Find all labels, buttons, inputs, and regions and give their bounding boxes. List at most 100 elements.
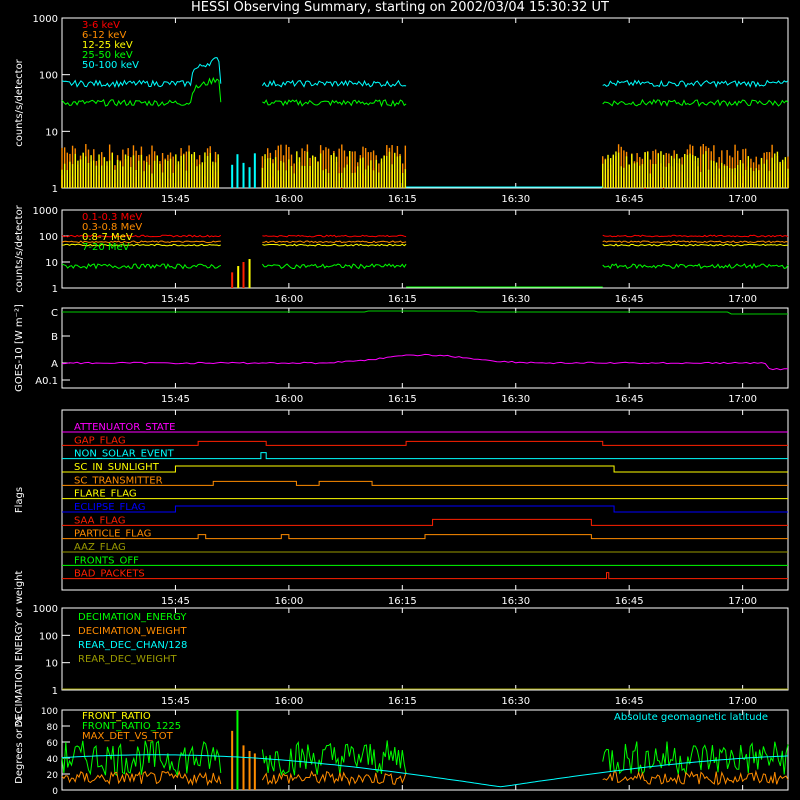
highE-xtick-label: 16:15 (388, 294, 417, 305)
ratio-ytick-label: 60 (47, 739, 59, 749)
ratio-series-1 (262, 740, 406, 775)
highE-ylabel: counts/s/detector (14, 204, 25, 292)
flags-xtick-label: 15:45 (161, 596, 190, 607)
ratio-series-2 (603, 772, 788, 785)
lowE-ytick-label: 1 (52, 184, 58, 195)
lowE-ytick-label: 1000 (33, 14, 58, 25)
goes-series-1 (62, 354, 788, 369)
flags-flag-label-10: FRONTS_OFF (74, 555, 139, 566)
lowE-xtick-label: 16:15 (388, 194, 417, 205)
flags-flag-label-1: GAP_FLAG (74, 435, 126, 446)
flags-flag-label-8: PARTICLE_FLAG (74, 529, 151, 540)
goes-xtick-label: 15:45 (161, 394, 190, 405)
flags-xtick-label: 16:45 (615, 596, 644, 607)
decim-ylabel: DECIMATION ENERGY or weight (14, 570, 25, 727)
goes-ytick-label: A (51, 359, 58, 370)
goes-series-0 (62, 311, 788, 314)
lowE-ytick-label: 100 (39, 71, 58, 82)
flags-flag-line-3 (62, 466, 788, 472)
highE-xtick-label: 16:30 (501, 294, 530, 305)
ratio-ytick-label: 100 (41, 707, 58, 717)
highE-series-1 (603, 241, 788, 243)
ratio-ytick-label: 0 (52, 787, 58, 797)
highE-xtick-label: 16:00 (274, 294, 303, 305)
decim-legend-0: DECIMATION_ENERGY (78, 612, 187, 623)
goes-xtick-label: 16:00 (274, 394, 303, 405)
lowE-xtick-label: 16:30 (501, 194, 530, 205)
highE-ytick-label: 1 (52, 284, 58, 295)
highE-series-1 (262, 241, 406, 243)
lowE-xtick-label: 17:00 (728, 194, 757, 205)
ratio-series-1 (62, 741, 221, 776)
decim-ytick-label: 1 (52, 686, 58, 697)
flags-flag-label-5: FLARE_FLAG (74, 489, 137, 500)
flags-xtick-label: 16:30 (501, 596, 530, 607)
flags-axes (62, 410, 788, 590)
flags-flag-label-9: AAZ_FLAG (74, 542, 126, 553)
ratio-series-2 (262, 772, 406, 785)
decim-xtick-label: 16:15 (388, 696, 417, 707)
goes-axes (62, 308, 788, 388)
goes-xtick-label: 16:30 (501, 394, 530, 405)
highE-legend-3: 7-20 MeV (82, 242, 130, 253)
flags-flag-line-8 (62, 535, 788, 539)
flags-flag-label-0: ATTENUATOR_STATE (74, 422, 175, 433)
lowE-xtick-label: 16:45 (615, 194, 644, 205)
highE-ytick-label: 10 (45, 258, 58, 269)
highE-series-3 (603, 264, 788, 268)
lowE-ylabel: counts/s/detector (14, 58, 25, 146)
flags-flag-line-6 (62, 506, 788, 512)
lowE-series-3 (262, 100, 406, 106)
goes-ytick-label: B (51, 332, 58, 343)
highE-series-2 (262, 244, 406, 246)
lowE-series-3 (603, 100, 788, 106)
ratio-ytick-label: 20 (47, 771, 59, 781)
ratio-ylabel: Degrees or % (14, 716, 25, 784)
lowE-series-3 (62, 78, 221, 106)
highE-xtick-label: 17:00 (728, 294, 757, 305)
flags-flag-label-6: ECLIPSE_FLAG (74, 502, 145, 513)
decim-xtick-label: 16:45 (615, 696, 644, 707)
goes-xtick-label: 16:15 (388, 394, 417, 405)
highE-series-3 (262, 264, 406, 269)
highE-xtick-label: 16:45 (615, 294, 644, 305)
flags-xtick-label: 16:00 (274, 596, 303, 607)
flags-flag-line-4 (62, 481, 788, 485)
ratio-annotation: Absolute geomagnetic latitude (614, 712, 768, 723)
flags-flag-label-3: SC_IN_SUNLIGHT (74, 462, 160, 473)
ratio-ytick-label: 80 (47, 723, 59, 733)
lowE-series-4 (262, 81, 406, 87)
flags-flag-label-7: SAA_FLAG (74, 515, 125, 526)
ratio-series-1 (603, 742, 788, 775)
flags-ylabel: Flags (14, 487, 25, 513)
highE-series-3 (62, 264, 221, 269)
decim-legend-2: REAR_DEC_CHAN/128 (78, 640, 187, 651)
decim-ytick-label: 10 (45, 659, 58, 670)
highE-ytick-label: 1000 (33, 206, 58, 217)
lowE-xtick-label: 16:00 (274, 194, 303, 205)
flags-flag-label-2: NON_SOLAR_EVENT (74, 449, 175, 460)
flags-xtick-label: 16:15 (388, 596, 417, 607)
decim-legend-3: REAR_DEC_WEIGHT (78, 654, 177, 665)
highE-xtick-label: 15:45 (161, 294, 190, 305)
lowE-xtick-label: 15:45 (161, 194, 190, 205)
decim-legend-1: DECIMATION_WEIGHT (78, 626, 187, 637)
summary-plot: 15:45 16:00 16:15 16:30 16:45 17:001101001000… (0, 0, 800, 800)
flags-flag-label-4: SC_TRANSMITTER (74, 475, 163, 486)
highE-axes (62, 210, 788, 288)
goes-xtick-label: 17:00 (728, 394, 757, 405)
highE-series-0 (262, 235, 406, 237)
decim-xtick-label: 17:00 (728, 696, 757, 707)
decim-ytick-label: 1000 (33, 604, 58, 615)
highE-series-2 (603, 244, 788, 246)
lowE-series-4 (603, 81, 788, 87)
lowE-legend-4: 50-100 keV (82, 60, 139, 71)
goes-ytick-label: A0.1 (35, 376, 58, 387)
decim-xtick-label: 16:00 (274, 696, 303, 707)
highE-series-0 (603, 235, 788, 237)
flags-flag-label-11: BAD_PACKETS (74, 569, 145, 580)
ratio-ytick-label: 40 (47, 755, 59, 765)
highE-ytick-label: 100 (39, 232, 58, 243)
decim-ytick-label: 100 (39, 631, 58, 642)
decim-xtick-label: 16:30 (501, 696, 530, 707)
